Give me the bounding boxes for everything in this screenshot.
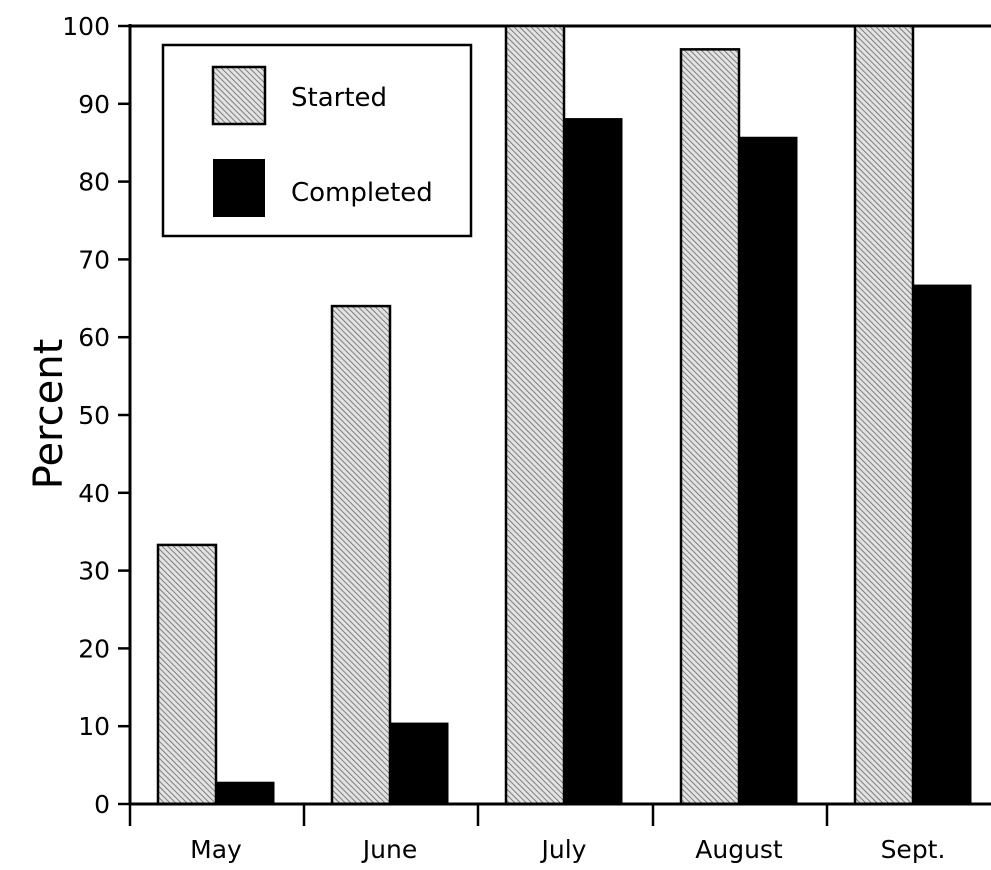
legend: Started Completed (161, 43, 473, 238)
legend-swatch-started (211, 65, 267, 126)
y-tick-label-40: 40 (78, 479, 110, 508)
y-axis-label: Percent (26, 339, 72, 490)
x-tick-label-may: May (190, 835, 242, 864)
bar-completed-june (389, 722, 449, 805)
bar-started-august (679, 48, 741, 806)
legend-label-started: Started (291, 83, 387, 113)
legend-label-completed: Completed (291, 178, 433, 208)
y-tick-label-0: 0 (94, 790, 110, 819)
bar-started-june (330, 304, 392, 806)
plot-area: 0 10 20 30 40 50 60 70 80 90 100 May June July August S… (62, 12, 991, 864)
x-tick-label-july: July (540, 835, 587, 864)
legend-swatch-completed (213, 159, 265, 217)
bar-completed-july (563, 118, 623, 805)
bar-completed-august (738, 136, 798, 805)
bar-completed-may (215, 781, 275, 805)
y-tick-label-70: 70 (78, 245, 110, 274)
bar-started-july (504, 24, 566, 806)
bar-started-sept (853, 24, 915, 806)
x-tick-label-june: June (361, 835, 417, 864)
x-tick-label-august: August (695, 835, 783, 864)
bar-started-may (156, 543, 218, 806)
y-tick-label-20: 20 (78, 634, 110, 663)
y-tick-label-80: 80 (78, 168, 110, 197)
y-tick-label-50: 50 (78, 401, 110, 430)
y-tick-label-100: 100 (62, 12, 110, 41)
y-tick-label-90: 90 (78, 90, 110, 119)
bar-completed-sept (912, 284, 972, 805)
x-tick-label-sept: Sept. (881, 835, 946, 864)
y-tick-label-60: 60 (78, 323, 110, 352)
y-tick-label-30: 30 (78, 557, 110, 586)
y-tick-label-10: 10 (78, 712, 110, 741)
